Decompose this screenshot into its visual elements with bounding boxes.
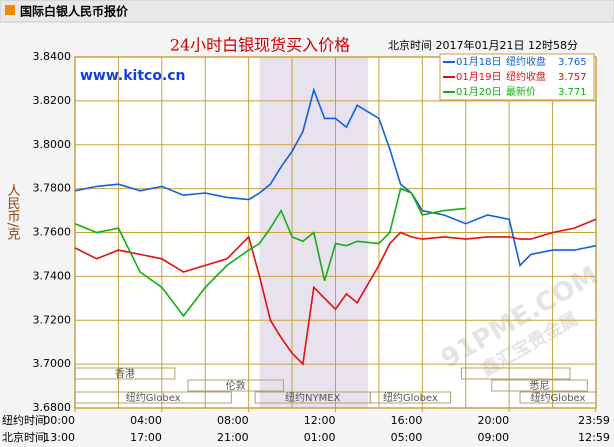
y-tick-label: 3.8400 [33, 50, 72, 63]
legend-note: 纽约收盘 [506, 70, 546, 83]
x2-tick-label: 01:00 [304, 431, 336, 444]
legend-name: 01月18日 [456, 56, 501, 68]
x-tick-label: 12:00 [304, 414, 336, 427]
x-tick-label: 20:00 [477, 414, 509, 427]
y-tick-label: 3.7400 [33, 269, 72, 282]
x2-tick-label: 21:00 [217, 431, 249, 444]
header-title: 国际白银人民币报价 [20, 4, 129, 19]
chart-subtitle: 北京时间 2017年01月21日 12时58分 [388, 38, 578, 52]
x-tick-label: 23:59 [578, 414, 610, 427]
series-line [74, 87, 597, 267]
market-label: 纽约Globex [126, 391, 181, 404]
market-band [460, 367, 571, 380]
y-tick-label: 3.7000 [33, 357, 72, 370]
y-tick-label: 3.7600 [33, 226, 72, 239]
legend-note: 纽约收盘 [506, 55, 546, 68]
x-tick-label: 16:00 [391, 414, 423, 427]
x-row-label: 纽约时间 [2, 413, 46, 427]
legend-value: 3.757 [558, 72, 587, 83]
x2-tick-label: 17:00 [130, 431, 162, 444]
y-tick-label: 3.7200 [33, 313, 72, 326]
legend-value: 3.765 [558, 57, 587, 68]
x2-tick-label: 12:59 [578, 431, 610, 444]
x-tick-label: 04:00 [130, 414, 162, 427]
market-band [519, 391, 597, 404]
legend-box [439, 53, 595, 101]
series-line [74, 218, 597, 366]
x-tick-label: 00:00 [43, 414, 75, 427]
market-label: 纽约Globex [383, 391, 438, 404]
x2-tick-label: 09:00 [477, 431, 509, 444]
series-line [74, 187, 466, 318]
legend-name: 01月20日 [456, 86, 501, 98]
market-label: 纽约NYMEX [285, 391, 341, 404]
market-band [187, 379, 284, 392]
legend-note: 最新价 [506, 85, 536, 98]
market-band [74, 391, 232, 404]
chart-title: 24小时白银现货买入价格 [170, 36, 350, 55]
legend-value: 3.771 [558, 87, 587, 98]
market-label: 香港 [115, 368, 135, 380]
header-bar [0, 0, 614, 23]
y-axis-label: 人民币/克 [5, 184, 21, 242]
source-label: www.kitco.cn [80, 68, 186, 84]
market-label: 纽约Globex [531, 391, 586, 404]
header-icon [5, 5, 15, 15]
y-tick-label: 3.8000 [33, 138, 72, 151]
market-band [369, 391, 452, 404]
market-band [74, 367, 176, 380]
x2-tick-label: 13:00 [43, 431, 75, 444]
x-row-label: 北京时间 [2, 430, 46, 444]
legend-name: 01月19日 [456, 71, 501, 83]
y-tick-label: 3.6800 [33, 401, 72, 414]
x-tick-label: 08:00 [217, 414, 249, 427]
market-label: 伦敦 [226, 379, 246, 392]
market-label: 悉尼 [530, 380, 550, 392]
x2-tick-label: 05:00 [391, 431, 423, 444]
market-band [491, 379, 588, 392]
y-tick-label: 3.7800 [33, 182, 72, 195]
y-tick-label: 3.8200 [33, 94, 72, 107]
